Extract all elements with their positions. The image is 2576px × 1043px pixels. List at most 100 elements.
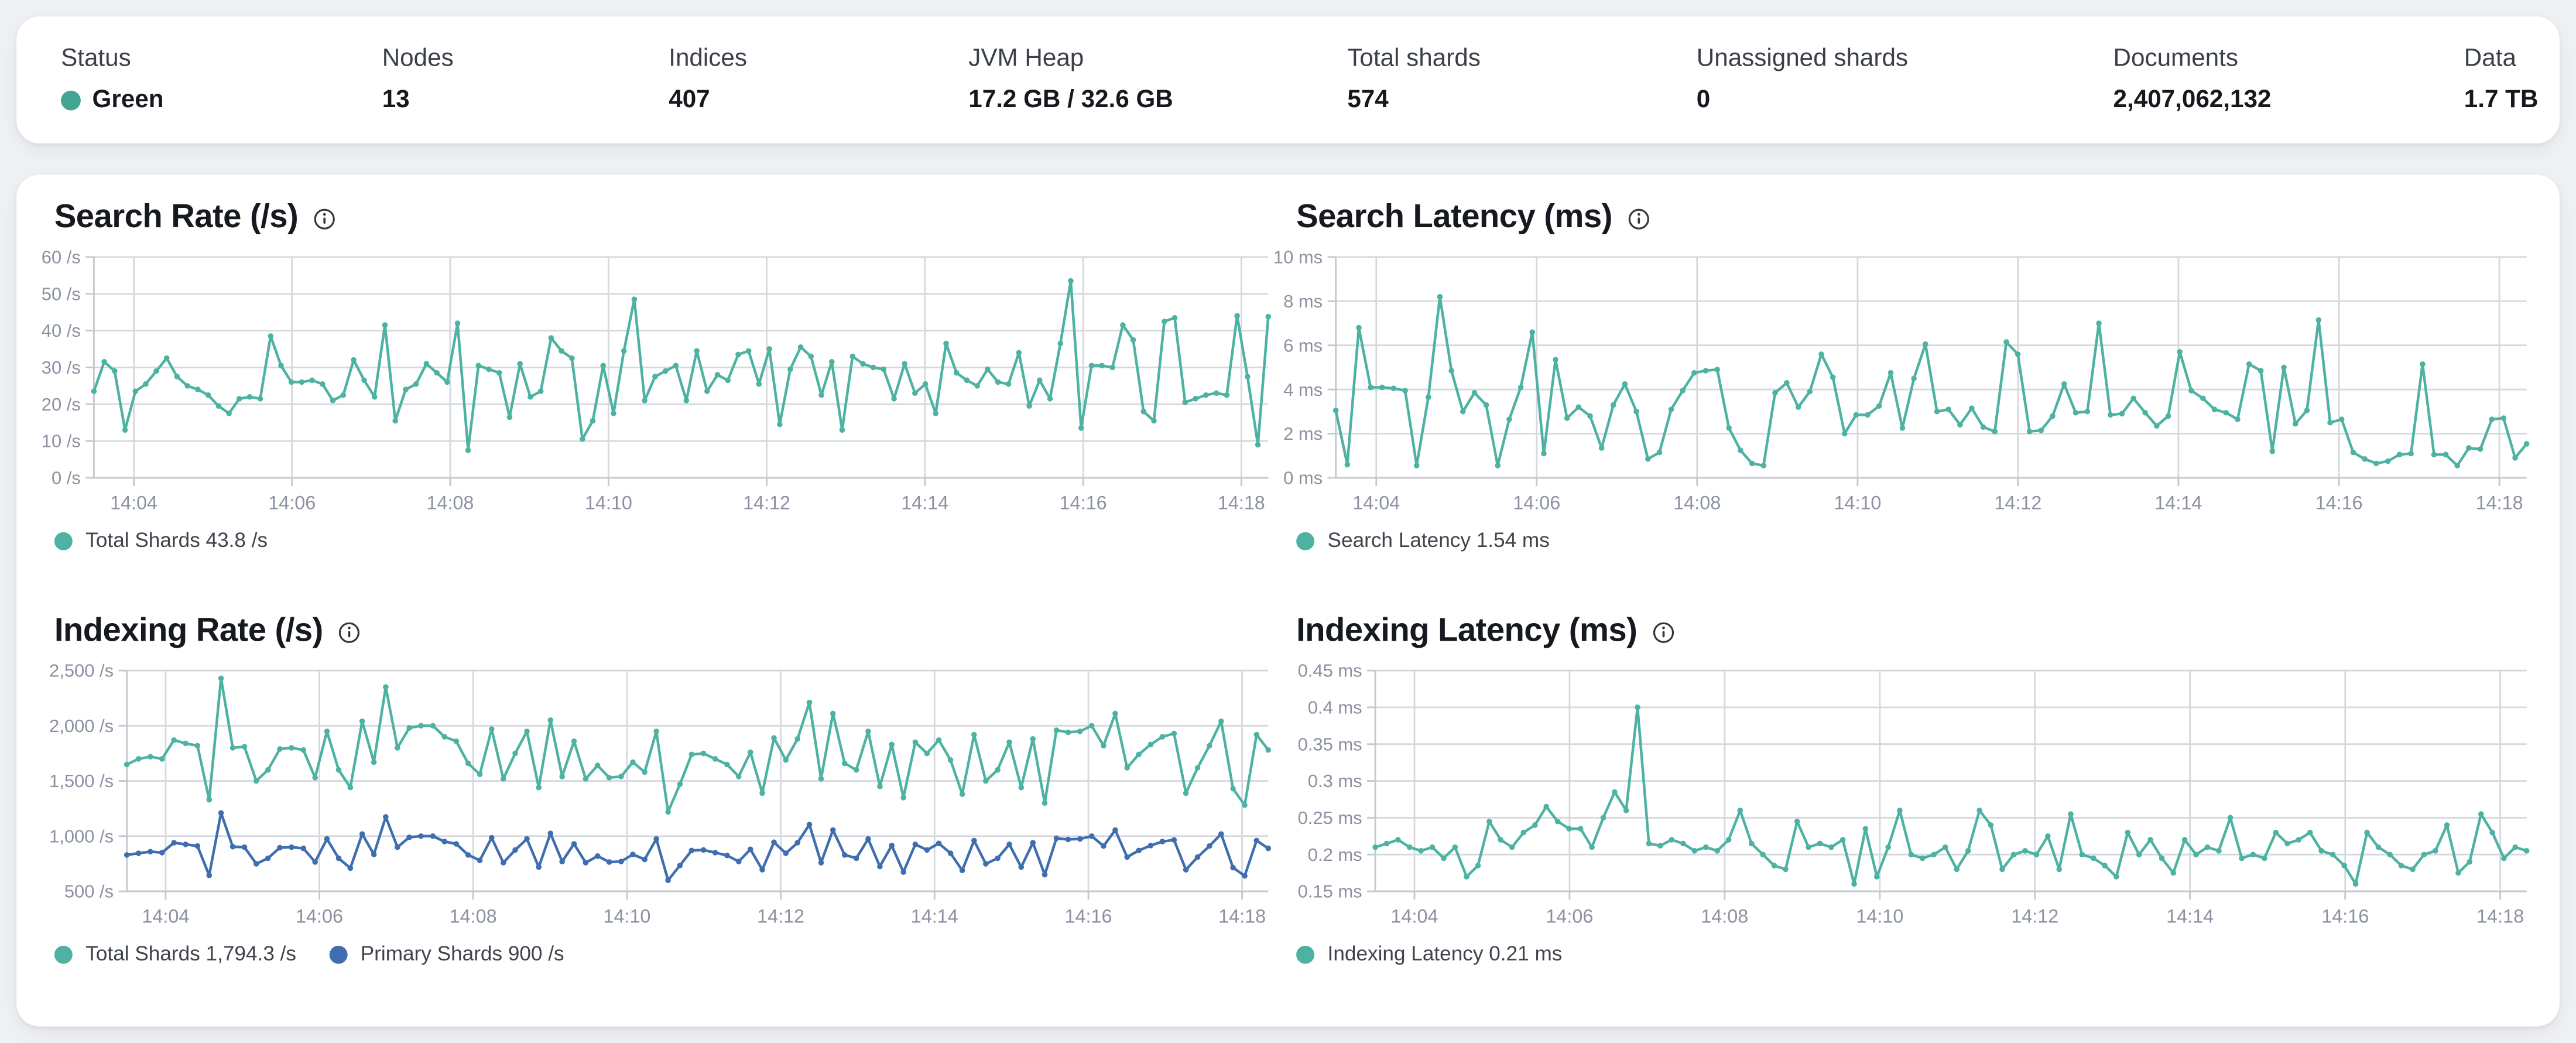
legend-dot-icon	[1296, 531, 1315, 550]
info-icon[interactable]	[1627, 207, 1650, 230]
legend-dot-icon	[1296, 945, 1315, 963]
metrics-panel: Search Rate (/s) 60 /s 50 /s 40 /s 30 /s 20 …	[16, 175, 2560, 1027]
svg-text:0 /s: 0 /s	[52, 468, 81, 488]
svg-text:14:18: 14:18	[1218, 905, 1266, 926]
svg-text:0.3 ms: 0.3 ms	[1308, 771, 1362, 791]
chart-title: Indexing Rate (/s)	[54, 612, 323, 649]
legend-row: Total Shards 1,794.3 /s Primary Shards 9…	[54, 942, 1268, 966]
charts-grid: Search Rate (/s) 60 /s 50 /s 40 /s 30 /s 20 …	[42, 198, 2530, 966]
svg-text:14:08: 14:08	[426, 492, 474, 513]
svg-text:6 ms: 6 ms	[1283, 335, 1323, 355]
legend-dot-icon	[329, 945, 348, 963]
chart-canvas[interactable]: 0.45 ms 0.4 ms 0.35 ms 0.3 ms 0.25 ms 0.2 ms 0…	[1296, 658, 2530, 935]
chart-title: Search Rate (/s)	[54, 199, 299, 235]
stat-nodes: Nodes 13	[382, 45, 669, 115]
svg-text:14:16: 14:16	[1060, 492, 1107, 513]
chart-canvas[interactable]: 2,500 /s 2,000 /s 1,500 /s 1,000 /s 500 /s 14…	[49, 658, 1272, 935]
stat-label: Unassigned shards	[1696, 44, 1909, 73]
svg-text:50 /s: 50 /s	[42, 283, 81, 304]
stat-total-shards: Total shards 574	[1347, 45, 1696, 115]
stat-status: Status Green	[61, 45, 382, 115]
svg-text:2 ms: 2 ms	[1283, 423, 1323, 444]
health-status-dot-icon	[61, 90, 81, 111]
svg-text:14:10: 14:10	[1856, 905, 1903, 926]
svg-text:4 ms: 4 ms	[1283, 379, 1323, 400]
legend-item[interactable]: Total Shards 1,794.3 /s	[54, 942, 297, 966]
svg-text:14:14: 14:14	[911, 905, 958, 926]
legend-row: Indexing Latency 0.21 ms	[1296, 942, 2527, 966]
info-icon[interactable]	[313, 207, 335, 230]
svg-text:14:12: 14:12	[743, 492, 790, 513]
legend-item[interactable]: Total Shards 43.8 /s	[54, 529, 268, 552]
svg-text:14:10: 14:10	[585, 492, 632, 513]
svg-text:60 /s: 60 /s	[42, 247, 81, 268]
legend-label: Indexing Latency 0.21 ms	[1327, 942, 1563, 966]
svg-text:14:04: 14:04	[1352, 492, 1400, 513]
chart-canvas[interactable]: 10 ms 8 ms 6 ms 4 ms 2 ms 0 ms 14:04 14:06 14:08…	[1273, 244, 2530, 521]
svg-text:14:14: 14:14	[901, 492, 948, 513]
legend-item[interactable]: Primary Shards 900 /s	[329, 942, 564, 966]
legend-row: Total Shards 43.8 /s	[54, 529, 1268, 552]
svg-text:0.45 ms: 0.45 ms	[1298, 661, 1362, 681]
svg-text:14:16: 14:16	[1065, 905, 1112, 926]
stat-value: 13	[382, 86, 410, 114]
svg-text:0.35 ms: 0.35 ms	[1298, 734, 1362, 754]
svg-text:30 /s: 30 /s	[42, 357, 81, 378]
svg-text:40 /s: 40 /s	[42, 320, 81, 341]
svg-text:14:04: 14:04	[110, 492, 157, 513]
svg-text:14:10: 14:10	[603, 905, 650, 926]
legend-label: Total Shards 1,794.3 /s	[85, 942, 297, 966]
chart-search-latency: Search Latency (ms) 10 ms 8 ms 6 ms 4 ms 2 m…	[1273, 198, 2530, 552]
chart-plot[interactable]: 10 ms 8 ms 6 ms 4 ms 2 ms 0 ms 14:04 14:06 14:08…	[1273, 244, 2530, 521]
svg-text:0.4 ms: 0.4 ms	[1308, 697, 1362, 718]
svg-text:0.25 ms: 0.25 ms	[1298, 808, 1362, 828]
legend-item[interactable]: Search Latency 1.54 ms	[1296, 529, 1550, 552]
chart-plot[interactable]: 2,500 /s 2,000 /s 1,500 /s 1,000 /s 500 /s 14…	[49, 658, 1272, 935]
stat-value: 17.2 GB / 32.6 GB	[968, 86, 1173, 114]
cluster-status-bar: Status Green Nodes 13 Indices 407 JVM He…	[16, 16, 2560, 143]
svg-text:14:12: 14:12	[1994, 492, 2041, 513]
svg-text:14:08: 14:08	[1701, 905, 1748, 926]
svg-text:14:18: 14:18	[2476, 905, 2524, 926]
svg-text:500 /s: 500 /s	[64, 881, 114, 902]
legend-item[interactable]: Indexing Latency 0.21 ms	[1296, 942, 1563, 966]
svg-text:0 ms: 0 ms	[1283, 468, 1323, 488]
stat-label: Indices	[669, 44, 747, 73]
svg-text:14:16: 14:16	[2321, 905, 2369, 926]
info-icon[interactable]	[338, 620, 361, 643]
chart-plot[interactable]: 0.45 ms 0.4 ms 0.35 ms 0.3 ms 0.25 ms 0.2 ms 0…	[1296, 658, 2530, 935]
svg-text:14:16: 14:16	[2315, 492, 2363, 513]
svg-text:2,000 /s: 2,000 /s	[49, 716, 114, 736]
svg-text:14:08: 14:08	[1673, 492, 1721, 513]
chart-canvas[interactable]: 60 /s 50 /s 40 /s 30 /s 20 /s 10 /s 0 /s 14:04 1…	[42, 244, 1272, 521]
legend-label: Search Latency 1.54 ms	[1327, 529, 1550, 552]
chart-title-row: Search Rate (/s)	[54, 198, 1268, 238]
legend-label: Total Shards 43.8 /s	[85, 529, 268, 552]
svg-text:14:14: 14:14	[2154, 492, 2202, 513]
chart-title: Indexing Latency (ms)	[1296, 612, 1638, 649]
stat-label: Documents	[2113, 44, 2238, 73]
svg-text:14:08: 14:08	[450, 905, 497, 926]
svg-text:1,000 /s: 1,000 /s	[49, 826, 114, 846]
svg-text:14:12: 14:12	[757, 905, 804, 926]
chart-indexing-rate: Indexing Rate (/s) 2,500 /s 2,000 /s 1,500…	[49, 611, 1272, 966]
svg-text:14:04: 14:04	[1391, 905, 1438, 926]
legend-label: Primary Shards 900 /s	[360, 942, 564, 966]
stat-unassigned-shards: Unassigned shards 0	[1697, 45, 2113, 115]
stat-label: JVM Heap	[968, 44, 1084, 73]
stat-label: Status	[61, 44, 131, 73]
svg-text:1,500 /s: 1,500 /s	[49, 771, 114, 791]
chart-title-row: Indexing Latency (ms)	[1296, 611, 2527, 651]
svg-text:14:06: 14:06	[296, 905, 343, 926]
svg-text:0.2 ms: 0.2 ms	[1308, 844, 1362, 865]
chart-plot[interactable]: 60 /s 50 /s 40 /s 30 /s 20 /s 10 /s 0 /s 14:04 1…	[42, 244, 1272, 521]
stat-value: Green	[61, 86, 382, 115]
svg-text:14:10: 14:10	[1834, 492, 1881, 513]
stat-documents: Documents 2,407,062,132	[2113, 45, 2464, 115]
stat-value: 574	[1347, 86, 1389, 114]
svg-text:14:04: 14:04	[142, 905, 189, 926]
stat-label: Total shards	[1347, 44, 1481, 73]
svg-text:10 ms: 10 ms	[1273, 247, 1323, 268]
chart-title: Search Latency (ms)	[1296, 199, 1612, 235]
info-icon[interactable]	[1652, 620, 1675, 643]
